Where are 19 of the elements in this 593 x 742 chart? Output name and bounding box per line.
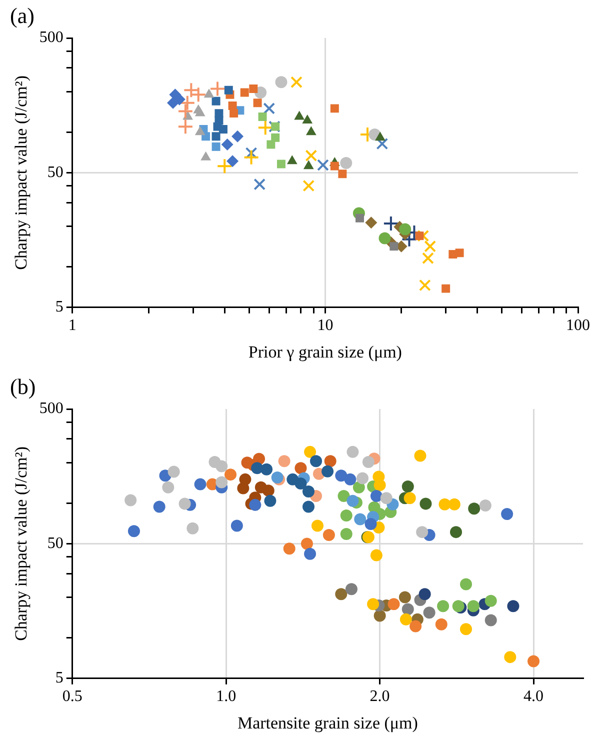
x-tick-label: 1 [68, 317, 76, 334]
x-axis-title: Martensite grain size (μm) [237, 713, 418, 732]
y-axis-title: Charpy impact value (J/cm²) [12, 446, 31, 641]
y-tick-label: 500 [39, 29, 64, 46]
y-tick-label: 50 [47, 164, 64, 181]
x-tick-label: 0.5 [62, 688, 82, 706]
y-tick-label: 5 [55, 670, 64, 687]
y-axis-title: Charpy impact value (J/cm²) [12, 75, 31, 270]
x-tick-label: 10 [317, 317, 334, 334]
x-axis-title: Prior γ grain size (μm) [248, 342, 402, 362]
y-tick-label: 500 [39, 400, 64, 418]
chart-title: (b) [10, 374, 36, 399]
x-tick-label: 2.0 [370, 688, 390, 706]
y-tick-label: 50 [47, 534, 64, 552]
chart-title: (a) [10, 2, 34, 28]
y-tick-label: 5 [55, 298, 64, 316]
x-tick-label: 100 [566, 317, 590, 334]
x-tick-label: 4.0 [524, 688, 544, 706]
x-tick-label: 1.0 [216, 688, 236, 706]
